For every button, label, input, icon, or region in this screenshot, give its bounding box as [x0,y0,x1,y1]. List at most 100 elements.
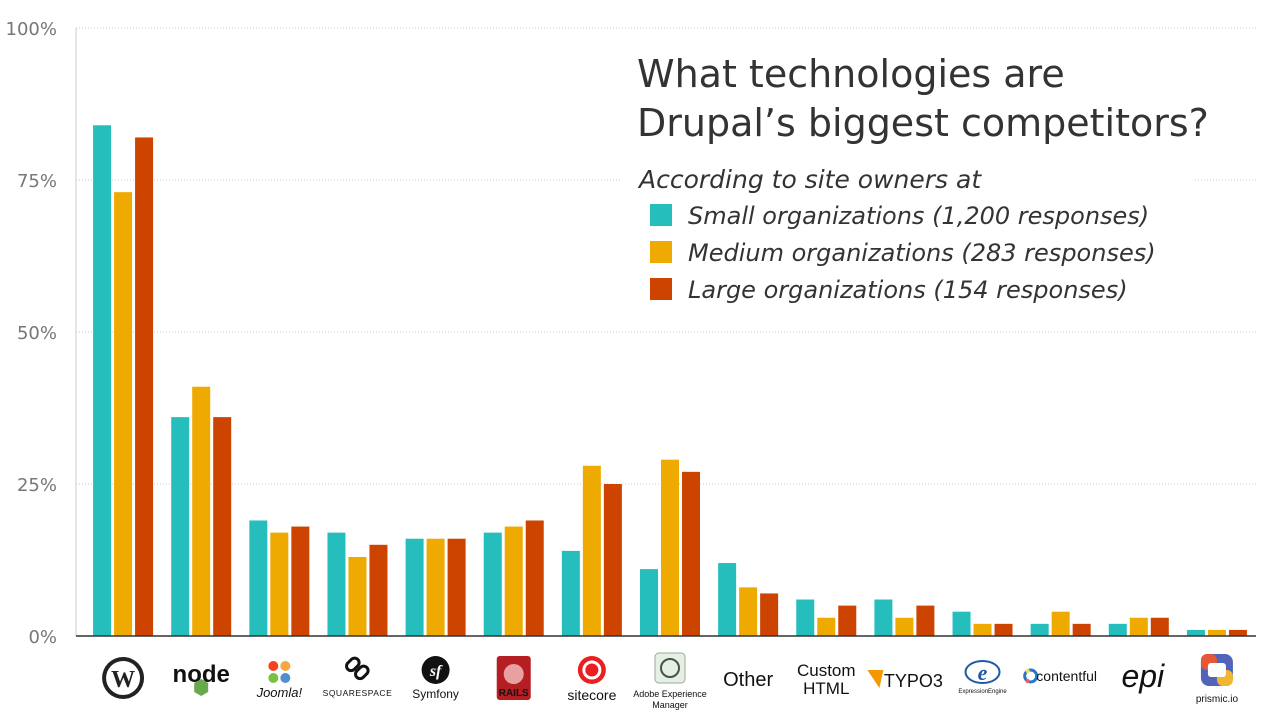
bar-custom-html-small [796,599,815,636]
bar-typo3-medium [895,617,914,636]
bar-custom-html-large [838,605,857,636]
bar-sitecore-large [603,484,622,636]
bar-episerver-small [1108,623,1127,636]
legend-swatch-medium [650,241,672,263]
bar-wordpress-large [135,137,154,636]
grid-layer: 0% 25% 50% 75% 100% [6,19,1256,648]
aem-label-line-2: Manager [652,700,688,710]
bar-joomla-medium [270,532,289,636]
svg-text:ExpressionEngine: ExpressionEngine [958,689,1007,695]
prismic-icon [1200,654,1233,686]
squarespace-icon [345,656,370,681]
category-label-squarespace: SQUARESPACE [323,656,393,698]
rails-icon [496,656,531,700]
expressionengine-icon: e [964,660,1001,685]
bar-rails-small [483,532,502,636]
bar-adobe-experience-manager-large [682,471,700,636]
category-label-episerver: epi [1121,658,1165,694]
bar-other-medium [739,587,758,636]
legend: Small organizations (1,200 responses) Me… [650,202,1156,304]
bar-sitecore-medium [582,465,601,636]
bar-wordpress-small [93,125,112,636]
symfony-icon: sf [421,656,450,684]
category-label-joomla: Joomla! [256,661,303,700]
y-tick-label: 75% [17,171,57,192]
y-tick-label: 100% [6,19,57,40]
y-tick-label: 25% [17,475,57,496]
bar-node-js-large [213,417,232,636]
bar-joomla-large [291,526,310,636]
svg-text:Symfony: Symfony [412,687,459,701]
y-tick-label: 50% [17,323,57,344]
bar-node-js-medium [192,386,211,636]
typo3-icon [867,670,884,688]
custom-html-line-1: Custom [797,661,856,680]
bar-symfony-medium [426,538,445,636]
chart-subtitle: According to site owners at [637,165,982,194]
svg-text:sf: sf [429,663,443,680]
category-label-node-js: node [173,661,230,696]
bar-prismic-io-medium [1207,629,1226,636]
legend-swatch-large [650,278,672,300]
bar-rails-large [525,520,544,636]
svg-text:TYPO3: TYPO3 [884,671,943,691]
legend-label-small: Small organizations (1,200 responses) [688,202,1149,230]
bar-symfony-large [447,538,466,636]
bar-rails-medium [504,526,523,636]
bar-contentful-large [1072,623,1091,636]
category-label-typo3: TYPO3 [867,670,943,691]
bar-other-small [718,563,737,636]
category-label-contentful: contentful [1023,668,1097,684]
bar-other-large [760,593,779,636]
bar-squarespace-medium [348,556,367,636]
nodejs-hex-icon [194,679,209,696]
svg-text:RAILS: RAILS [499,688,529,699]
legend-swatch-small [650,204,672,226]
aem-label-line-1: Adobe Experience [633,689,707,699]
bar-squarespace-large [369,544,388,636]
bar-typo3-small [874,599,893,636]
chart-title-line-2: Drupal’s biggest competitors? [637,101,1209,145]
category-label-sitecore: sitecore [567,656,617,703]
bar-prismic-io-small [1186,629,1205,636]
svg-text:prismic.io: prismic.io [1196,694,1239,705]
bar-expressionengine-large [994,623,1013,636]
legend-label-large: Large organizations (154 responses) [688,276,1128,304]
svg-text:SQUARESPACE: SQUARESPACE [323,688,393,698]
adobe-experience-manager-icon [654,652,686,684]
chart-title-line-1: What technologies are [637,52,1065,96]
bar-expressionengine-medium [973,623,992,636]
custom-html-line-2: HTML [803,679,849,698]
category-label-wordpress: W [102,657,145,699]
bar-expressionengine-small [952,611,971,636]
svg-text:sitecore: sitecore [567,687,616,703]
bar-joomla-small [249,520,268,636]
svg-text:epi: epi [1121,658,1165,694]
category-label-prismic-io: prismic.io [1196,654,1239,705]
svg-text:Joomla!: Joomla! [256,685,303,700]
bar-typo3-large [916,605,935,636]
bar-symfony-small [405,538,424,636]
bar-contentful-small [1030,623,1049,636]
category-label-symfony: sf Symfony [412,656,459,701]
title-backdrop [620,42,1195,317]
y-tick-label: 0% [28,627,57,648]
wordpress-icon: W [102,657,145,699]
bar-adobe-experience-manager-small [640,569,658,636]
svg-text:W: W [111,667,135,693]
legend-label-medium: Medium organizations (283 responses) [688,239,1156,267]
bar-contentful-medium [1051,611,1070,636]
bar-custom-html-medium [817,617,836,636]
bar-squarespace-small [327,532,346,636]
joomla-icon [268,661,291,683]
bar-adobe-experience-manager-medium [661,459,679,636]
category-label-rails: RAILS [496,656,531,700]
contentful-icon [1023,668,1039,684]
svg-text:contentful: contentful [1036,668,1097,684]
bar-node-js-small [171,417,190,636]
category-label-other: Other [723,669,773,691]
